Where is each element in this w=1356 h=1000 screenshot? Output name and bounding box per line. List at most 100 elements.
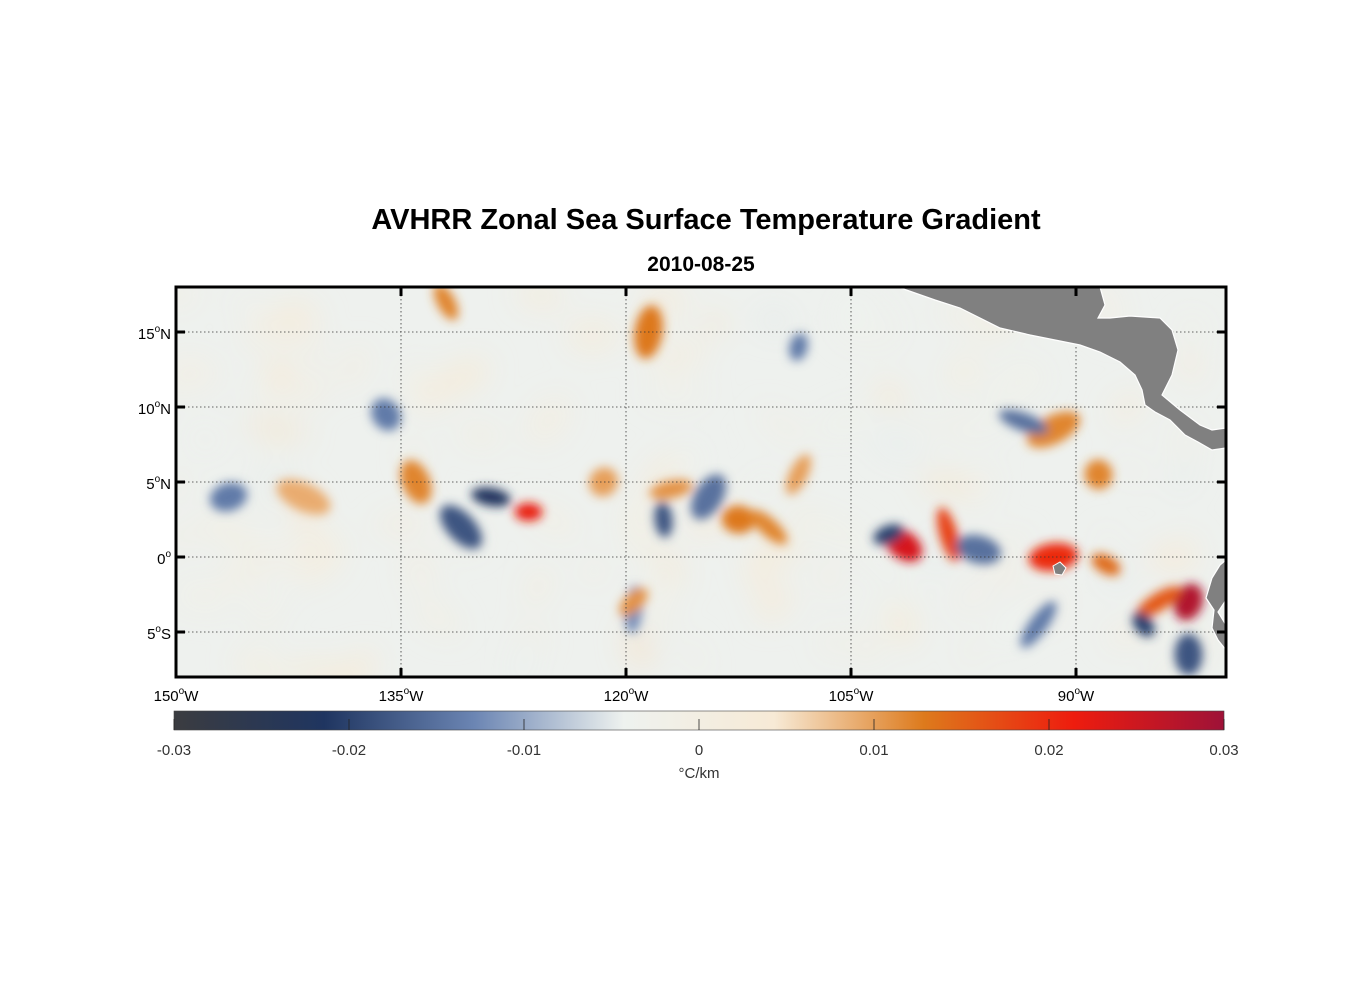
gradient-features xyxy=(209,287,1204,676)
texture-blob xyxy=(692,492,731,539)
texture-blob xyxy=(312,375,333,392)
texture-blob xyxy=(658,455,684,481)
texture-blob xyxy=(566,321,618,351)
texture-blob xyxy=(952,579,997,613)
map-subtitle: 2010-08-25 xyxy=(647,253,755,276)
texture-blob xyxy=(308,348,324,369)
texture-blob xyxy=(240,583,293,607)
texture-blob xyxy=(287,660,346,677)
texture-blob xyxy=(920,474,978,497)
texture-blob xyxy=(684,637,706,676)
texture-blob xyxy=(654,540,686,586)
gradient-feature xyxy=(1091,553,1121,576)
y-tick-label: 10oN xyxy=(138,399,171,418)
gradient-feature xyxy=(749,509,788,545)
gradient-feature xyxy=(1020,601,1057,648)
texture-blob xyxy=(214,566,258,588)
gradient-feature xyxy=(1132,612,1155,637)
texture-blob xyxy=(176,530,204,543)
texture-blob xyxy=(266,426,285,468)
colorbar-tick-label: 0.02 xyxy=(1034,742,1063,759)
texture-blob xyxy=(430,359,489,397)
texture-blob xyxy=(1111,393,1144,422)
texture-blob xyxy=(303,540,343,582)
texture-blob xyxy=(643,384,708,405)
gradient-feature xyxy=(439,505,483,549)
gradient-feature xyxy=(209,482,248,512)
texture-blob xyxy=(248,379,310,404)
texture-blob xyxy=(997,535,1029,553)
texture-blob xyxy=(758,589,783,622)
gradient-feature xyxy=(371,398,401,431)
x-tick-label: 150oW xyxy=(154,686,200,705)
texture-blob xyxy=(235,651,289,677)
texture-blob xyxy=(266,354,294,392)
gradient-feature xyxy=(471,487,511,507)
texture-blob xyxy=(643,568,673,607)
colorbar-tick-label: -0.01 xyxy=(507,742,541,759)
texture-blob xyxy=(528,398,569,443)
texture-blob xyxy=(991,604,1041,645)
gradient-feature xyxy=(936,507,961,562)
texture-blob xyxy=(809,515,867,550)
gradient-feature xyxy=(654,501,673,538)
texture-blob xyxy=(873,290,901,339)
central-america-land xyxy=(897,287,1226,451)
colorbar-tick-label: 0.03 xyxy=(1209,742,1238,759)
texture-blob xyxy=(1001,362,1045,393)
texture-blob xyxy=(1100,528,1118,557)
x-tick-label: 120oW xyxy=(604,686,650,705)
texture-blob xyxy=(176,356,219,385)
texture-blob xyxy=(417,602,460,636)
colorbar-tick-label: -0.02 xyxy=(332,742,366,759)
texture-blob xyxy=(201,514,259,552)
texture-blob xyxy=(939,304,996,329)
map-plot-area xyxy=(176,287,1226,677)
gradient-feature xyxy=(1173,583,1204,621)
texture-blob xyxy=(954,417,1015,441)
texture-blob xyxy=(874,381,905,410)
y-tick-label: 5oN xyxy=(146,474,171,493)
texture-blob xyxy=(512,640,534,677)
texture-blob xyxy=(245,541,293,575)
texture-blob xyxy=(888,604,916,646)
gradient-feature xyxy=(873,524,904,545)
colorbar-ticks: -0.03 -0.02 -0.01 0 0.01 0.02 0.03 xyxy=(157,719,1239,759)
graticule xyxy=(176,287,1226,677)
gradient-feature xyxy=(955,534,1002,565)
texture-blob xyxy=(176,575,231,613)
texture-blob xyxy=(1179,315,1206,342)
texture-blob xyxy=(753,472,776,502)
texture-blob xyxy=(176,287,196,304)
x-axis: 150oW 135oW 120oW 105oW 90oW xyxy=(154,287,1095,705)
texture-blob xyxy=(527,567,549,606)
x-tick-label: 105oW xyxy=(829,686,875,705)
colorbar-tick-label: 0 xyxy=(695,742,703,759)
colorbar: -0.03 -0.02 -0.01 0 0.01 0.02 0.03 °C/km xyxy=(157,710,1239,782)
y-axis: 15oN 10oN 5oN 0o 5oS xyxy=(138,324,1226,643)
texture-blob xyxy=(409,381,447,410)
texture-blob xyxy=(965,634,977,668)
texture-blob xyxy=(870,427,924,463)
gradient-feature xyxy=(1084,459,1113,490)
texture-blob xyxy=(819,406,871,438)
galapagos-islands xyxy=(1052,561,1067,576)
texture-blob xyxy=(947,354,981,390)
gradient-feature xyxy=(514,503,543,521)
gradient-feature xyxy=(998,409,1049,435)
texture-blob xyxy=(516,287,564,307)
gradient-feature xyxy=(789,333,808,361)
gradient-feature xyxy=(721,505,756,534)
texture-blob xyxy=(245,419,308,438)
y-tick-label: 0o xyxy=(157,549,171,568)
texture-blob xyxy=(1172,459,1195,494)
texture-blob xyxy=(342,345,367,389)
texture-blob xyxy=(911,419,946,437)
texture-blob xyxy=(375,515,428,532)
x-tick-label: 135oW xyxy=(379,686,425,705)
gradient-feature xyxy=(649,479,693,500)
gradient-feature xyxy=(276,479,331,515)
texture-blob xyxy=(681,442,701,474)
map-title: AVHRR Zonal Sea Surface Temperature Grad… xyxy=(371,204,1041,236)
